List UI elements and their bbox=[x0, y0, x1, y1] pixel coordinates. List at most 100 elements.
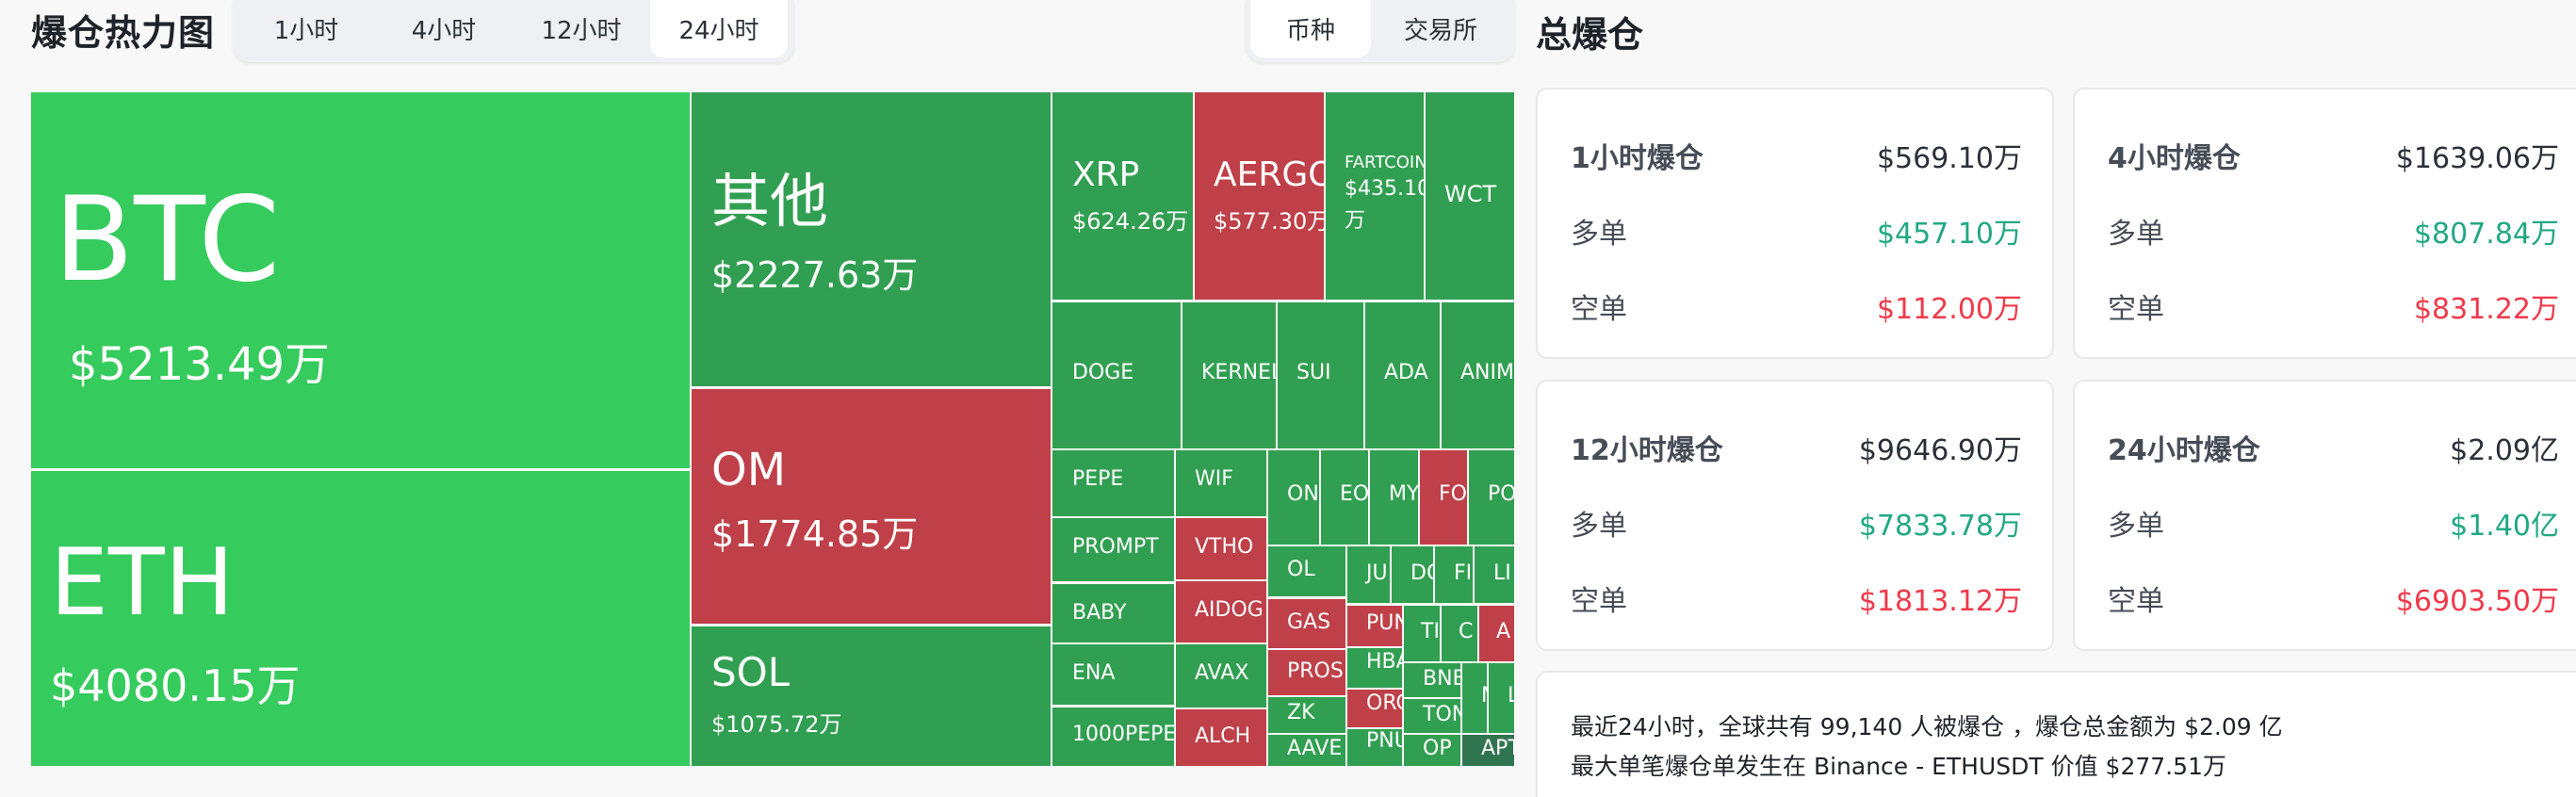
card-amount: $457.10万 bbox=[1876, 218, 2022, 251]
heatmap-cell-avax[interactable]: AVAX bbox=[1176, 644, 1266, 708]
card-amount: $1639.06万 bbox=[2395, 142, 2559, 175]
heatmap-cell-li[interactable]: LI bbox=[1475, 546, 1514, 603]
cell-symbol: EO bbox=[1340, 482, 1368, 506]
tab-coin[interactable]: 币种 bbox=[1250, 0, 1371, 57]
heatmap-cell-pros[interactable]: PROS bbox=[1268, 650, 1345, 695]
heatmap-cell-pnu[interactable]: PNU bbox=[1347, 729, 1402, 766]
card-label: 空单 bbox=[1571, 293, 1627, 326]
cell-symbol: ANIME bbox=[1460, 361, 1514, 384]
heatmap-cell-l[interactable]: L bbox=[1489, 663, 1514, 733]
card-row-period-total: 4小时爆仓 $1639.06万 bbox=[2108, 135, 2559, 176]
cell-symbol: AVAX bbox=[1195, 661, 1249, 685]
cell-symbol: PROS bbox=[1287, 659, 1344, 683]
tab-12h[interactable]: 12小时 bbox=[541, 17, 622, 45]
heatmap-cell-hba[interactable]: HBA bbox=[1347, 648, 1402, 688]
heatmap-cell-eo[interactable]: EO bbox=[1321, 450, 1368, 545]
heatmap-cell-do[interactable]: DO bbox=[1392, 546, 1433, 603]
cell-symbol: BNB bbox=[1423, 667, 1460, 691]
heatmap-cell-po[interactable]: PO bbox=[1469, 450, 1514, 545]
card-amount: $6903.50万 bbox=[2395, 585, 2559, 618]
heatmap-cell-alch[interactable]: ALCH bbox=[1176, 709, 1266, 766]
heatmap-cell-on[interactable]: ON bbox=[1268, 450, 1319, 545]
heatmap-cell-ton[interactable]: TON bbox=[1404, 699, 1460, 733]
heatmap-cell-orc[interactable]: ORC bbox=[1347, 690, 1402, 727]
cell-symbol: BTC bbox=[54, 172, 281, 308]
heatmap-cell-aidog[interactable]: AIDOG bbox=[1176, 581, 1266, 642]
card-row-long-amount: 多单 $7833.78万 bbox=[1571, 502, 2022, 544]
cell-symbol: ETH bbox=[50, 529, 235, 637]
heatmap-cell-sui[interactable]: SUI bbox=[1278, 302, 1363, 448]
cell-symbol: PNU bbox=[1366, 729, 1402, 753]
tab-24h[interactable]: 24小时 bbox=[650, 0, 788, 57]
heatmap-cell-op[interactable]: OP bbox=[1404, 735, 1460, 766]
cell-symbol: WIF bbox=[1195, 467, 1233, 491]
heatmap-cell-pun[interactable]: PUN bbox=[1347, 606, 1402, 646]
card-amount: $2.09亿 bbox=[2450, 434, 2559, 467]
heatmap-cell-anime[interactable]: ANIME bbox=[1442, 302, 1514, 448]
cell-symbol: ENA bbox=[1072, 661, 1116, 685]
time-range-tabs: 1小时 4小时 12小时 24小时 bbox=[233, 0, 794, 62]
heatmap-cell-wct[interactable]: WCT bbox=[1426, 92, 1514, 300]
heatmap-cell-aergo[interactable]: AERGO $577.30万 bbox=[1195, 92, 1324, 300]
heatmap-cell-m[interactable]: M bbox=[1462, 663, 1487, 733]
cell-symbol: OL bbox=[1287, 558, 1315, 581]
heatmap-cell-gas[interactable]: GAS bbox=[1268, 599, 1345, 648]
heatmap-cell-prompt[interactable]: PROMPT bbox=[1052, 518, 1174, 581]
heatmap-cell-ena[interactable]: ENA bbox=[1052, 644, 1174, 705]
heatmap-cell-bnb[interactable]: BNB bbox=[1404, 663, 1460, 697]
heatmap-cell-zk[interactable]: ZK bbox=[1268, 697, 1345, 733]
heatmap-cell-1000pepe[interactable]: 1000PEPE bbox=[1052, 708, 1174, 766]
heatmap-cell-其他[interactable]: 其他 $2227.63万 bbox=[692, 92, 1051, 386]
cell-symbol: PUN bbox=[1366, 611, 1402, 635]
heatmap-cell-doge[interactable]: DOGE bbox=[1052, 302, 1181, 448]
heatmap-cell-btc[interactable]: BTC $5213.49万 bbox=[31, 92, 690, 468]
tab-exchange[interactable]: 交易所 bbox=[1403, 17, 1477, 45]
liquidation-heatmap: BTC $5213.49万 ETH $4080.15万 其他 $2227.63万 OM $17… bbox=[31, 92, 1514, 766]
cell-value: $1774.85万 bbox=[711, 513, 919, 555]
heatmap-cell-sol[interactable]: SOL $1075.72万 bbox=[692, 626, 1051, 766]
heatmap-cell-ada[interactable]: ADA bbox=[1365, 302, 1440, 448]
cell-value: $624.26万 bbox=[1072, 208, 1189, 235]
heatmap-cell-fartcoin[interactable]: FARTCOIN $435.10 万 bbox=[1326, 92, 1424, 300]
heatmap-cell-ju[interactable]: JU bbox=[1347, 546, 1390, 603]
cell-symbol: HBA bbox=[1366, 650, 1402, 674]
cell-symbol: PEPE bbox=[1072, 467, 1124, 491]
cell-symbol: A bbox=[1496, 620, 1511, 643]
card-label: 24小时爆仓 bbox=[2108, 434, 2260, 467]
card-row-short-amount: 空单 $112.00万 bbox=[1571, 285, 2022, 327]
heatmap-cell-xrp[interactable]: XRP $624.26万 bbox=[1052, 92, 1193, 300]
heatmap-cell-fo[interactable]: FO bbox=[1420, 450, 1467, 545]
heatmap-cell-baby[interactable]: BABY bbox=[1052, 584, 1174, 642]
heatmap-cell-vtho[interactable]: VTHO bbox=[1176, 518, 1266, 579]
heatmap-cell-aave[interactable]: AAVE bbox=[1268, 735, 1345, 766]
card-label: 多单 bbox=[2108, 218, 2164, 251]
heatmap-cell-c[interactable]: C bbox=[1442, 606, 1477, 661]
tab-1h[interactable]: 1小时 bbox=[273, 17, 339, 45]
heatmap-cell-ol[interactable]: OL bbox=[1268, 546, 1345, 596]
heatmap-cell-om[interactable]: OM $1774.85万 bbox=[692, 389, 1051, 624]
heatmap-cell-ti[interactable]: TI bbox=[1404, 606, 1440, 661]
heatmap-cell-a[interactable]: A bbox=[1479, 606, 1514, 661]
summary-info-box: 最近24小时，全球共有 99,140 人被爆仓 ，爆仓总金额为 $2.09 亿 … bbox=[1536, 671, 2576, 797]
cell-symbol: TI bbox=[1421, 620, 1440, 643]
heatmap-cell-wif[interactable]: WIF bbox=[1176, 450, 1266, 516]
card-row-period-total: 1小时爆仓 $569.10万 bbox=[1571, 135, 2022, 176]
card-amount: $112.00万 bbox=[1876, 293, 2022, 326]
cell-symbol: OM bbox=[711, 444, 787, 496]
heatmap-cell-fi[interactable]: FI bbox=[1435, 546, 1473, 603]
heatmap-cell-my[interactable]: MY bbox=[1370, 450, 1418, 545]
heatmap-cell-apt[interactable]: APT bbox=[1462, 735, 1514, 766]
card-label: 4小时爆仓 bbox=[2108, 142, 2241, 175]
card-label: 1小时爆仓 bbox=[1571, 142, 1704, 175]
cell-symbol: LI bbox=[1493, 561, 1511, 585]
tab-4h[interactable]: 4小时 bbox=[411, 17, 477, 45]
card-label: 12小时爆仓 bbox=[1571, 434, 1723, 467]
group-by-tabs: 币种 交易所 bbox=[1246, 0, 1515, 62]
heatmap-cell-kernel[interactable]: KERNEL bbox=[1182, 302, 1276, 448]
heatmap-cell-pepe[interactable]: PEPE bbox=[1052, 450, 1174, 516]
cell-symbol: FO bbox=[1439, 482, 1467, 506]
cell-symbol: AERGO bbox=[1214, 155, 1324, 194]
card-amount: $9646.90万 bbox=[1858, 434, 2022, 467]
heatmap-cell-eth[interactable]: ETH $4080.15万 bbox=[31, 471, 690, 766]
cell-value: $4080.15万 bbox=[50, 660, 301, 711]
